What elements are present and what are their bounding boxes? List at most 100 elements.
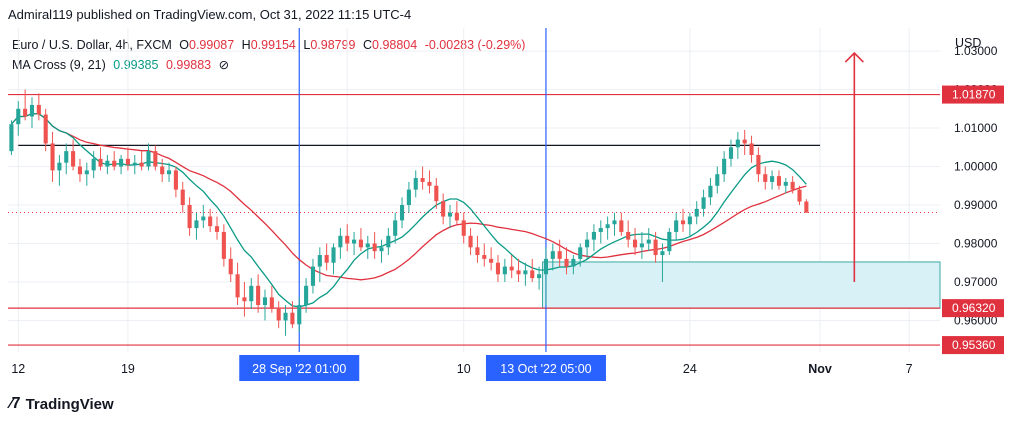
- candle-body: [16, 108, 21, 125]
- candle-body: [523, 270, 528, 275]
- y-tick-label: 1.00000: [954, 160, 998, 174]
- candle-body: [23, 108, 28, 117]
- candle-body: [235, 274, 240, 298]
- candle-body: [71, 151, 76, 167]
- indicator-name: MA Cross (9, 21): [12, 58, 106, 72]
- candle-body: [9, 124, 14, 152]
- candle-body: [578, 247, 583, 259]
- candle-body: [119, 158, 124, 167]
- candle-body: [269, 297, 274, 309]
- level-price-label: 0.96320: [952, 301, 996, 315]
- candle-body: [125, 158, 130, 165]
- candle-body: [537, 274, 542, 279]
- candle-body: [639, 243, 644, 248]
- ohlc-open: O0.99087: [179, 38, 235, 52]
- level-price-label: 1.01870: [952, 88, 996, 102]
- candle-body: [763, 174, 768, 182]
- hidden-eye-icon[interactable]: ⊘: [218, 58, 230, 72]
- candle-body: [345, 235, 350, 244]
- candle-body: [283, 312, 288, 321]
- candle-body: [406, 189, 411, 206]
- candle-body: [194, 220, 199, 229]
- candle-body: [598, 228, 603, 232]
- symbol-legend: Euro / U.S. Dollar, 4h, FXCM O0.99087 H0…: [12, 38, 529, 52]
- publish-info: Admiral119 published on TradingView.com,…: [8, 7, 412, 22]
- indicator-legend[interactable]: MA Cross (9, 21) 0.99385 0.99883 ⊘: [12, 57, 233, 72]
- candle-body: [187, 205, 192, 229]
- candle-body: [146, 151, 151, 167]
- candle-body: [687, 216, 692, 225]
- candle-body: [749, 143, 754, 155]
- candle-body: [399, 205, 405, 221]
- candle-body: [228, 258, 233, 275]
- candle-body: [482, 255, 487, 259]
- candle-body: [36, 104, 41, 115]
- x-tick-label: 10: [457, 362, 471, 376]
- y-tick-label: 0.99000: [954, 198, 998, 212]
- level-price-tag: [942, 299, 1004, 318]
- symbol-name: Euro / U.S. Dollar, 4h, FXCM: [12, 38, 172, 52]
- candle-body: [619, 220, 624, 232]
- tradingview-logo[interactable]: ⁄7 TradingView: [10, 395, 114, 413]
- candle-body: [756, 154, 761, 175]
- candle-body: [372, 243, 377, 252]
- candle-body: [338, 235, 343, 248]
- candle-body: [166, 170, 172, 175]
- candle-body: [626, 231, 631, 240]
- candle-body: [742, 139, 747, 144]
- candle-body: [77, 166, 83, 175]
- ohlc-open-value: 0.99087: [189, 38, 235, 52]
- candle-body: [43, 114, 48, 144]
- candle-body: [304, 285, 309, 306]
- candle-body: [420, 178, 425, 182]
- candle-body: [132, 162, 137, 165]
- candle-body: [516, 270, 521, 275]
- candle-body: [201, 216, 206, 221]
- candle-body: [441, 201, 446, 217]
- date-marker-tag: [239, 355, 360, 381]
- candle-body: [393, 220, 398, 236]
- candle-body: [358, 239, 363, 248]
- candle-body: [475, 247, 480, 256]
- candle-body: [208, 216, 213, 227]
- demand-zone: [542, 261, 941, 309]
- candle-body: [105, 160, 110, 167]
- candle-body: [770, 176, 775, 182]
- candle-body: [461, 220, 466, 236]
- candle-body: [317, 255, 322, 267]
- ma-fast-value: 0.99385: [113, 58, 159, 72]
- x-tick-label: 19: [121, 362, 135, 376]
- ma-fast-line: [10, 112, 807, 308]
- candle-body: [50, 143, 55, 171]
- date-marker-tag: [485, 355, 606, 381]
- candle-body: [509, 266, 514, 271]
- candle-body: [776, 176, 782, 186]
- candle-body: [160, 166, 165, 175]
- y-tick-label: 1.03000: [954, 44, 998, 58]
- candle-body: [632, 239, 638, 248]
- candle-body: [331, 247, 336, 263]
- x-tick-label: 12: [11, 362, 25, 376]
- currency-label: USD: [955, 36, 982, 50]
- ohlc-high: H0.99154: [241, 38, 296, 52]
- tradingview-logo-icon: ⁄7: [10, 395, 21, 412]
- ohlc-close-value: 0.98804: [372, 38, 418, 52]
- candle-body: [797, 189, 802, 202]
- candle-body: [427, 181, 432, 186]
- candle-body: [180, 189, 185, 206]
- candle-body: [139, 162, 144, 167]
- candle-body: [447, 212, 453, 217]
- candle-body: [591, 231, 596, 240]
- x-tick-label: 24: [683, 362, 697, 376]
- candle-body: [386, 235, 391, 248]
- candle-body: [276, 308, 281, 321]
- candle-body: [502, 266, 507, 275]
- candle-body: [64, 151, 69, 163]
- candle-body: [735, 139, 740, 148]
- candle-body: [242, 297, 247, 302]
- level-price-tag: [942, 336, 1004, 355]
- candle-body: [468, 235, 473, 248]
- candle-body: [605, 224, 610, 229]
- candle-body: [57, 162, 62, 171]
